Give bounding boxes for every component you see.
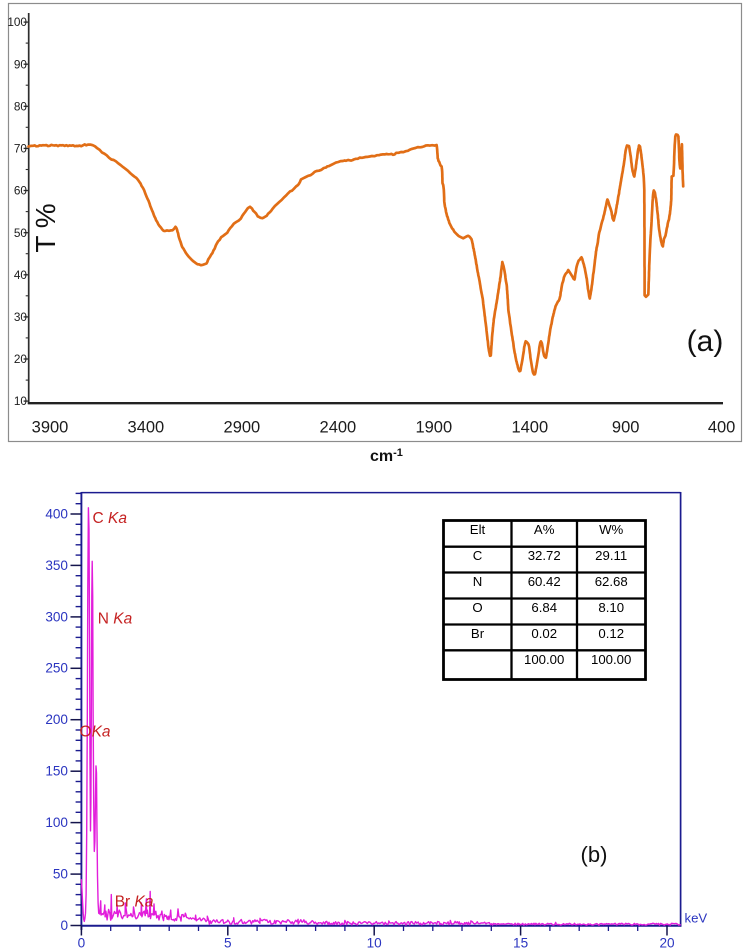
svg-text:50: 50	[53, 867, 69, 882]
svg-text:40: 40	[14, 268, 28, 282]
svg-text:Br Ka: Br Ka	[115, 894, 154, 911]
svg-text:T %: T %	[30, 203, 61, 252]
svg-text:10: 10	[14, 394, 28, 408]
svg-text:100: 100	[45, 815, 68, 830]
svg-text:60.42: 60.42	[528, 574, 561, 589]
svg-text:100.00: 100.00	[591, 652, 631, 667]
svg-text:1400: 1400	[511, 419, 548, 437]
svg-text:30: 30	[14, 310, 28, 324]
svg-text:5: 5	[224, 936, 232, 950]
svg-text:80: 80	[14, 99, 28, 113]
svg-text:3400: 3400	[128, 419, 165, 437]
svg-text:6.84: 6.84	[531, 600, 557, 615]
svg-text:62.68: 62.68	[595, 574, 628, 589]
svg-text:C: C	[473, 548, 483, 563]
svg-text:8.10: 8.10	[598, 600, 624, 615]
svg-text:60: 60	[14, 184, 28, 198]
svg-text:0: 0	[78, 936, 86, 950]
svg-text:2400: 2400	[320, 419, 357, 437]
svg-text:29.11: 29.11	[595, 548, 627, 563]
svg-text:900: 900	[612, 419, 640, 437]
svg-text:10: 10	[367, 936, 383, 950]
svg-text:O: O	[472, 600, 482, 615]
svg-text:90: 90	[14, 57, 28, 71]
svg-text:0.02: 0.02	[531, 626, 557, 641]
svg-text:keV: keV	[685, 911, 708, 926]
svg-text:W%: W%	[599, 522, 623, 537]
svg-text:Elt: Elt	[470, 522, 486, 537]
svg-text:150: 150	[45, 764, 68, 779]
svg-text:20: 20	[659, 936, 675, 950]
svg-text:C Ka: C Ka	[93, 510, 128, 527]
svg-text:N: N	[473, 574, 483, 589]
svg-text:3900: 3900	[32, 419, 69, 437]
svg-text:32.72: 32.72	[528, 548, 561, 563]
svg-text:1900: 1900	[415, 419, 452, 437]
svg-text:70: 70	[14, 142, 28, 156]
svg-text:350: 350	[45, 558, 68, 573]
svg-text:0.12: 0.12	[598, 626, 624, 641]
svg-text:(b): (b)	[581, 842, 608, 867]
svg-text:100: 100	[7, 15, 27, 29]
svg-text:400: 400	[708, 419, 736, 437]
svg-text:100.00: 100.00	[524, 652, 564, 667]
svg-text:0: 0	[60, 918, 68, 933]
svg-text:2900: 2900	[224, 419, 261, 437]
svg-text:A%: A%	[534, 522, 555, 537]
svg-text:300: 300	[45, 609, 68, 624]
svg-text:N Ka: N Ka	[98, 611, 133, 628]
svg-text:20: 20	[14, 352, 28, 366]
svg-text:Br: Br	[471, 626, 485, 641]
svg-text:(a): (a)	[687, 325, 724, 358]
svg-text:OKa: OKa	[80, 724, 111, 741]
svg-text:250: 250	[45, 661, 68, 676]
svg-text:50: 50	[14, 226, 28, 240]
svg-text:200: 200	[45, 712, 68, 727]
svg-text:15: 15	[513, 936, 528, 950]
svg-text:400: 400	[45, 506, 68, 521]
